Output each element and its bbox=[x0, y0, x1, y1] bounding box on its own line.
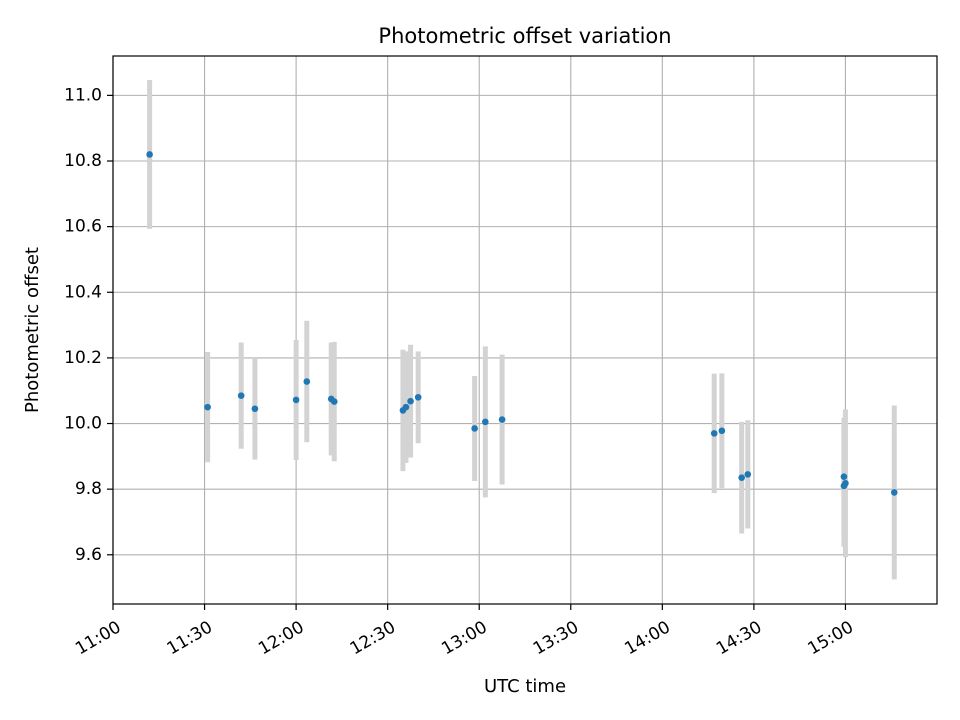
data-point bbox=[402, 403, 410, 411]
plot-frame bbox=[112, 55, 938, 605]
y-tick-label: 10.6 bbox=[64, 217, 102, 237]
y-tick-label: 10.0 bbox=[64, 414, 102, 434]
data-point bbox=[471, 425, 478, 432]
data-point bbox=[482, 418, 489, 426]
data-point bbox=[251, 405, 259, 413]
y-tick-label: 9.8 bbox=[75, 479, 102, 499]
data-point bbox=[710, 430, 718, 437]
data-point bbox=[744, 471, 752, 478]
data-point bbox=[204, 403, 211, 411]
data-point bbox=[890, 489, 898, 496]
y-tick-label: 10.8 bbox=[64, 151, 102, 171]
data-points bbox=[146, 151, 898, 496]
data-point bbox=[842, 479, 849, 487]
data-point bbox=[498, 416, 506, 423]
y-tick-label: 9.6 bbox=[75, 545, 102, 565]
x-axis-title: UTC time bbox=[484, 676, 566, 697]
y-tick-label: 10.4 bbox=[64, 282, 102, 302]
data-point bbox=[840, 473, 848, 480]
data-point bbox=[146, 151, 153, 158]
data-point bbox=[718, 427, 726, 435]
data-point bbox=[237, 392, 245, 399]
data-point bbox=[292, 396, 300, 404]
grid bbox=[112, 56, 937, 604]
data-point bbox=[303, 378, 311, 385]
data-point bbox=[738, 474, 745, 481]
chart-title: Photometric offset variation bbox=[378, 24, 671, 48]
y-tick-label: 11.0 bbox=[64, 85, 102, 105]
data-point bbox=[330, 398, 338, 405]
y-tick-label: 10.2 bbox=[64, 348, 102, 368]
data-point bbox=[414, 393, 422, 401]
y-axis-title: Photometric offset bbox=[22, 247, 43, 413]
data-point bbox=[407, 397, 414, 405]
